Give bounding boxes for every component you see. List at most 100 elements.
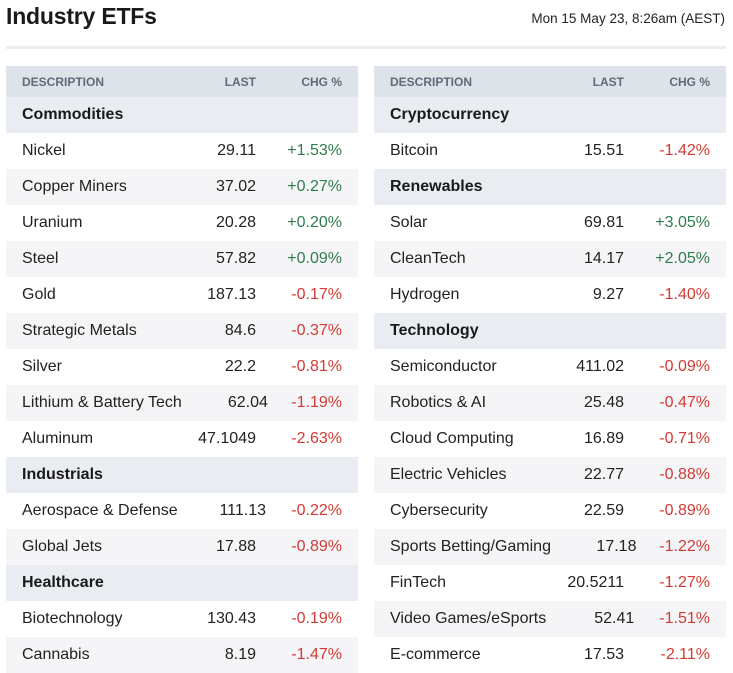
etf-name[interactable]: Aluminum <box>22 430 94 447</box>
etf-name[interactable]: Steel <box>22 250 59 267</box>
etf-name[interactable]: Lithium & Battery Tech <box>22 394 182 411</box>
last-price: 17.88 <box>215 538 256 555</box>
change-percent: -0.17% <box>291 286 342 303</box>
table-row[interactable]: Bitcoin 15.51 -1.42% <box>374 133 726 169</box>
etf-name[interactable]: Cannabis <box>22 646 90 663</box>
etf-name[interactable]: Strategic Metals <box>22 322 137 339</box>
change-percent: -1.42% <box>659 142 710 159</box>
etf-name[interactable]: Cybersecurity <box>390 502 488 519</box>
table-row[interactable]: Hydrogen 9.27 -1.40% <box>374 277 726 313</box>
etf-name[interactable]: Uranium <box>22 214 83 231</box>
change-percent: -0.22% <box>291 502 342 519</box>
etf-name[interactable]: Biotechnology <box>22 610 123 627</box>
table-row[interactable]: Video Games/eSports 52.41 -1.51% <box>374 601 726 637</box>
table-row[interactable]: Sports Betting/Gaming 17.18 -1.22% <box>374 529 726 565</box>
column-header-chg[interactable]: CHG % <box>301 74 342 89</box>
table-row[interactable]: FinTech 20.5211 -1.27% <box>374 565 726 601</box>
etf-name[interactable]: Cloud Computing <box>390 430 514 447</box>
etf-name[interactable]: Aerospace & Defense <box>22 502 178 519</box>
etf-name[interactable]: CleanTech <box>390 250 466 267</box>
table-row[interactable]: Global Jets 17.88 -0.89% <box>6 529 358 565</box>
change-percent: +0.20% <box>287 214 342 231</box>
change-percent: -0.89% <box>659 502 710 519</box>
etf-name[interactable]: Solar <box>390 214 428 231</box>
etf-name[interactable]: Silver <box>22 358 63 375</box>
last-price: 47.1049 <box>198 430 256 447</box>
etf-name[interactable]: Electric Vehicles <box>390 466 507 483</box>
last-price: 20.28 <box>215 214 256 231</box>
etf-table-right: DESCRIPTION LAST CHG % Cryptocurrency Bit… <box>374 66 726 673</box>
column-header-description[interactable]: DESCRIPTION <box>22 74 105 89</box>
table-body-left: Commodities Nickel 29.11 +1.53% Copper Miner… <box>6 97 358 673</box>
change-percent: -0.47% <box>659 394 710 411</box>
table-header: DESCRIPTION LAST CHG % <box>374 66 726 97</box>
last-price: 20.5211 <box>567 574 624 591</box>
section-title: Renewables <box>390 178 483 195</box>
change-percent: -0.89% <box>291 538 342 555</box>
etf-name[interactable]: Bitcoin <box>390 142 439 159</box>
table-row[interactable]: CleanTech 14.17 +2.05% <box>374 241 726 277</box>
last-price: 25.48 <box>583 394 624 411</box>
column-header-last[interactable]: LAST <box>224 74 256 89</box>
section-title: Healthcare <box>22 574 104 591</box>
table-row[interactable]: Biotechnology 130.43 -0.19% <box>6 601 358 637</box>
last-price: 29.11 <box>217 142 256 159</box>
table-row[interactable]: Copper Miners 37.02 +0.27% <box>6 169 358 205</box>
table-row[interactable]: Cloud Computing 16.89 -0.71% <box>374 421 726 457</box>
change-percent: +0.09% <box>287 250 342 267</box>
etf-name[interactable]: Hydrogen <box>390 286 460 303</box>
table-row[interactable]: Robotics & AI 25.48 -0.47% <box>374 385 726 421</box>
column-header-last[interactable]: LAST <box>592 74 624 89</box>
section-header: Healthcare <box>6 565 358 601</box>
table-row[interactable]: Lithium & Battery Tech 62.04 -1.19% <box>6 385 358 421</box>
table-row[interactable]: Aluminum 47.1049 -2.63% <box>6 421 358 457</box>
section-header: Industrials <box>6 457 358 493</box>
etf-name[interactable]: Copper Miners <box>22 178 127 195</box>
last-price: 17.53 <box>583 646 624 663</box>
etf-name[interactable]: Sports Betting/Gaming <box>390 538 551 555</box>
etf-name[interactable]: Nickel <box>22 142 66 159</box>
change-percent: +2.05% <box>655 250 710 267</box>
table-row[interactable]: Silver 22.2 -0.81% <box>6 349 358 385</box>
etf-name[interactable]: Video Games/eSports <box>390 610 547 627</box>
section-header: Cryptocurrency <box>374 97 726 133</box>
etf-name[interactable]: Semiconductor <box>390 358 497 375</box>
table-row[interactable]: Steel 57.82 +0.09% <box>6 241 358 277</box>
page-title: Industry ETFs <box>6 3 157 29</box>
last-price: 52.41 <box>594 610 635 627</box>
section-header: Renewables <box>374 169 726 205</box>
table-row[interactable]: Solar 69.81 +3.05% <box>374 205 726 241</box>
section-title: Cryptocurrency <box>390 106 510 123</box>
divider <box>6 46 726 49</box>
column-header-chg[interactable]: CHG % <box>669 74 710 89</box>
section-header: Technology <box>374 313 726 349</box>
column-header-description[interactable]: DESCRIPTION <box>390 74 473 89</box>
etf-name[interactable]: Gold <box>22 286 56 303</box>
etf-name[interactable]: FinTech <box>390 574 447 591</box>
table-body-right: Cryptocurrency Bitcoin 15.51 -1.42% Renewabl… <box>374 97 726 673</box>
table-row[interactable]: Aerospace & Defense 111.13 -0.22% <box>6 493 358 529</box>
etf-name[interactable]: Robotics & AI <box>390 394 487 411</box>
change-percent: +3.05% <box>655 214 710 231</box>
etf-name[interactable]: E-commerce <box>390 646 481 663</box>
change-percent: -1.19% <box>291 394 342 411</box>
last-price: 37.02 <box>215 178 256 195</box>
table-row[interactable]: Electric Vehicles 22.77 -0.88% <box>374 457 726 493</box>
last-price: 187.13 <box>207 286 256 303</box>
table-row[interactable]: Gold 187.13 -0.17% <box>6 277 358 313</box>
table-row[interactable]: Semiconductor 411.02 -0.09% <box>374 349 726 385</box>
last-price: 16.89 <box>583 430 624 447</box>
change-percent: -0.37% <box>291 322 342 339</box>
table-row[interactable]: E-commerce 17.53 -2.11% <box>374 637 726 673</box>
last-price: 62.04 <box>227 394 268 411</box>
table-row[interactable]: Uranium 20.28 +0.20% <box>6 205 358 241</box>
table-row[interactable]: Cybersecurity 22.59 -0.89% <box>374 493 726 529</box>
table-row[interactable]: Strategic Metals 84.6 -0.37% <box>6 313 358 349</box>
last-price: 8.19 <box>224 646 256 663</box>
last-price: 84.6 <box>224 322 256 339</box>
table-row[interactable]: Nickel 29.11 +1.53% <box>6 133 358 169</box>
change-percent: -1.22% <box>659 538 710 555</box>
change-percent: +1.53% <box>287 142 342 159</box>
table-row[interactable]: Cannabis 8.19 -1.47% <box>6 637 358 673</box>
etf-name[interactable]: Global Jets <box>22 538 103 555</box>
